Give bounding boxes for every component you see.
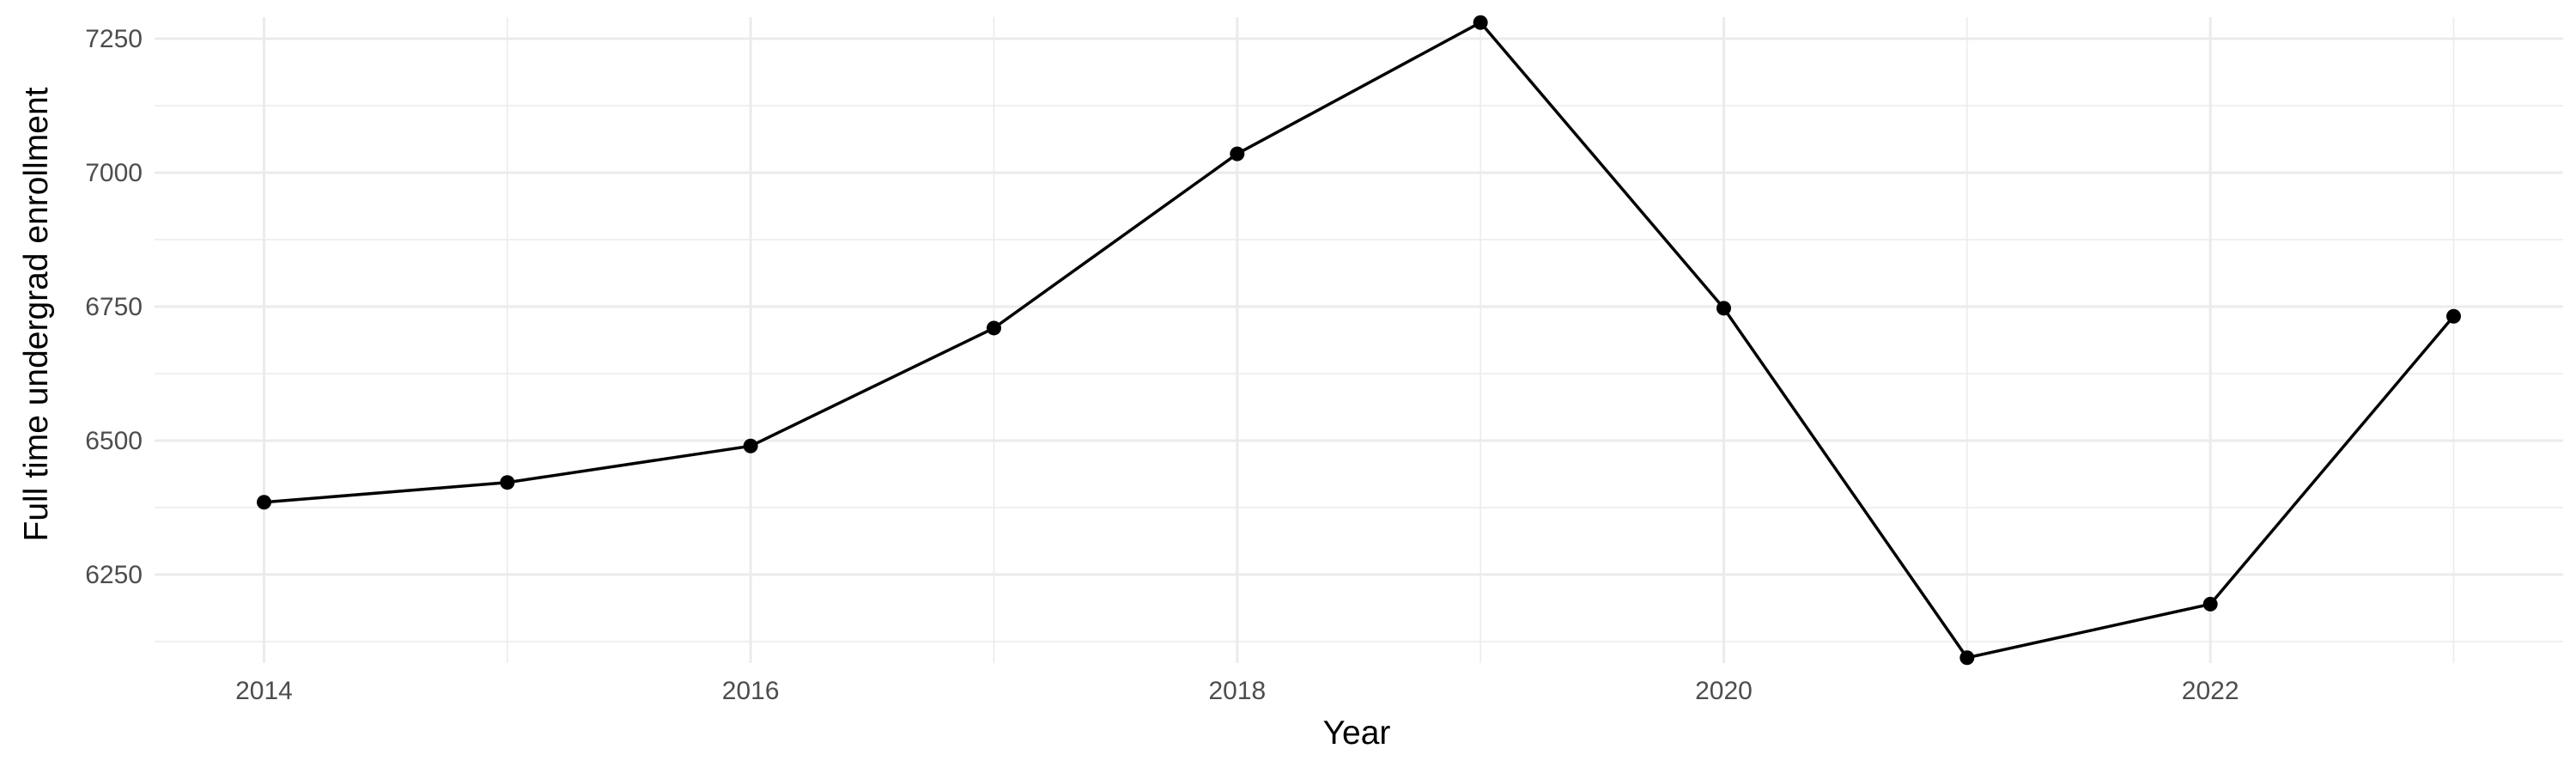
y-tick-label: 7000 (85, 159, 143, 187)
x-tick-label: 2016 (722, 677, 780, 705)
major-gridlines (155, 17, 2563, 663)
data-point (2446, 308, 2461, 324)
x-tick-label: 2018 (1208, 677, 1266, 705)
data-point (1230, 146, 1245, 161)
data-point (500, 475, 515, 490)
data-point (257, 495, 271, 510)
y-tick-label: 6250 (85, 561, 143, 589)
data-point (1473, 15, 1488, 30)
data-point (1716, 301, 1731, 316)
y-tick-label: 6750 (85, 293, 143, 321)
x-axis-tick-labels: 2014 2016 2018 2020 2022 (235, 677, 2239, 705)
x-tick-label: 2020 (1695, 677, 1753, 705)
data-point (987, 320, 1001, 336)
x-tick-label: 2014 (235, 677, 293, 705)
data-point (743, 438, 758, 453)
x-tick-label: 2022 (2182, 677, 2239, 705)
y-axis-tick-labels: 6250 6500 6750 7000 7250 (85, 25, 143, 589)
y-axis-title: Full time undergrad enrollment (18, 87, 55, 541)
series-line (264, 21, 2455, 660)
y-tick-label: 7250 (85, 25, 143, 53)
minor-gridlines (155, 17, 2563, 663)
series-layer (257, 15, 2461, 666)
y-tick-label: 6500 (85, 427, 143, 455)
data-point (1959, 650, 1975, 666)
x-axis-title: Year (1323, 715, 1391, 752)
data-point (2202, 596, 2218, 612)
